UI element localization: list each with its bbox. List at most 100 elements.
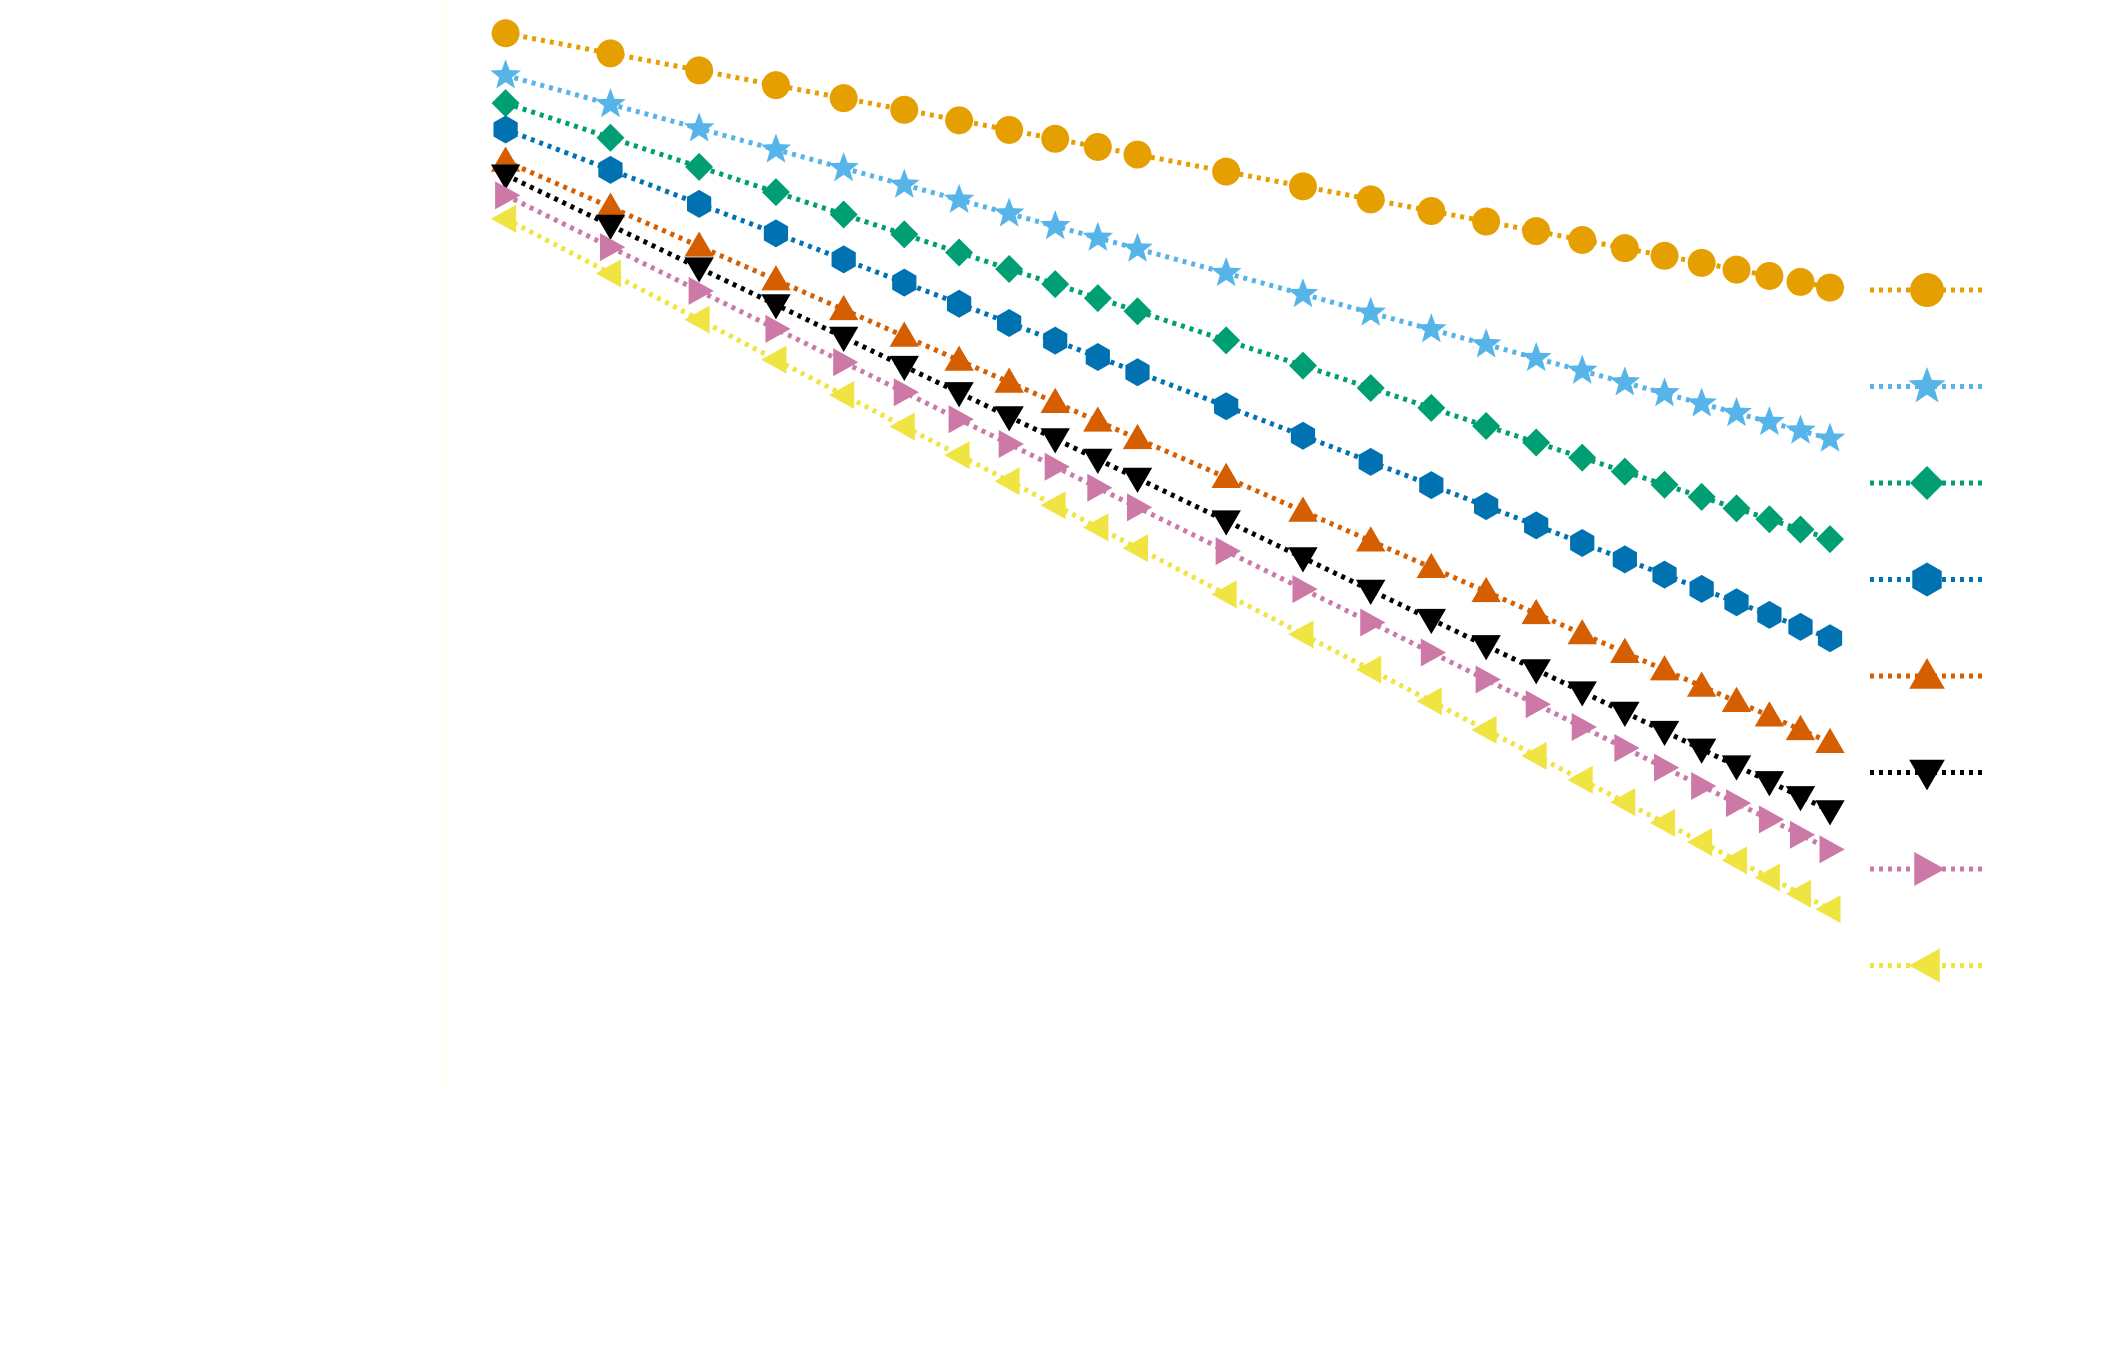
legend (1870, 273, 1985, 983)
series-8-point-14 (1356, 655, 1382, 684)
series-3-point-9 (1041, 270, 1070, 299)
series-1-point-10 (1083, 132, 1112, 161)
series-1-point-4 (761, 71, 790, 100)
series-5-point-19 (1610, 637, 1640, 663)
series-2-point-13 (1287, 278, 1319, 308)
series-2-point-15 (1416, 313, 1447, 343)
series-4-point-10 (1085, 342, 1110, 371)
series-6-point-2 (595, 214, 626, 240)
series-2-point-12 (1210, 257, 1242, 287)
series-4-point-18 (1570, 529, 1595, 558)
series-3-point-5 (829, 200, 858, 229)
series-7-point-2 (599, 233, 626, 262)
series-3-point-7 (945, 238, 974, 267)
series-4-point-11 (1125, 358, 1150, 387)
series-7-point-23 (1758, 805, 1785, 834)
series-4-point-20 (1652, 560, 1677, 589)
series-5-point-15 (1416, 552, 1447, 579)
series-3-diamond (491, 89, 1844, 554)
series-3-point-18 (1568, 443, 1597, 472)
series-1-point-5 (829, 84, 858, 113)
series-2-point-19 (1609, 366, 1641, 396)
series-6-point-3 (684, 257, 714, 283)
series-6-point-7 (944, 382, 974, 408)
series-6-point-4 (761, 294, 791, 320)
series-3-point-10 (1083, 284, 1112, 313)
series-3-point-23 (1755, 505, 1784, 534)
series-4-point-1 (493, 115, 518, 144)
series-8-point-11 (1122, 534, 1148, 563)
series-2-point-4 (760, 133, 792, 163)
legend-marker-8 (1909, 948, 1940, 983)
series-6-triangle-down (490, 164, 1845, 826)
series-4-point-23 (1757, 600, 1782, 629)
series-1-point-11 (1123, 140, 1152, 169)
series-1-point-8 (995, 115, 1024, 144)
series-1-point-6 (890, 95, 919, 124)
series-7-point-1 (495, 181, 521, 210)
series-4-hexagon (493, 115, 1843, 653)
series-7-point-24 (1789, 820, 1816, 849)
series-2-point-2 (595, 88, 626, 118)
series-8-point-2 (595, 259, 621, 288)
series-8-point-12 (1211, 580, 1237, 609)
series-5-point-11 (1122, 423, 1153, 450)
series-6-point-6 (889, 355, 919, 382)
series-3-point-1 (491, 89, 520, 118)
series-6-point-10 (1083, 448, 1113, 474)
series-5-point-10 (1083, 406, 1113, 432)
series-5-point-22 (1721, 686, 1752, 713)
series-7-point-9 (1044, 452, 1070, 481)
series-4-point-15 (1419, 471, 1444, 500)
series-5-triangle-up (490, 146, 1845, 754)
series-7-point-4 (765, 314, 791, 343)
series-3-point-16 (1472, 411, 1501, 440)
series-4-point-8 (997, 308, 1022, 337)
series-8-point-10 (1083, 513, 1109, 542)
series-2-star (490, 59, 1846, 452)
series-1-point-19 (1610, 234, 1639, 263)
series-1-circle (491, 19, 1844, 302)
series-4-point-12 (1214, 392, 1239, 421)
series-8-point-17 (1521, 741, 1547, 770)
series-8-point-5 (828, 380, 855, 409)
series-5-point-13 (1288, 496, 1318, 522)
series-2-point-17 (1520, 342, 1552, 372)
series-3-point-2 (596, 123, 625, 152)
series-4-point-14 (1358, 447, 1383, 476)
series-7-point-13 (1292, 575, 1318, 604)
legend-entry-8 (1870, 948, 1985, 983)
series-6-point-19 (1610, 701, 1640, 727)
series-3-point-4 (761, 178, 790, 207)
series-2-point-24 (1785, 414, 1816, 444)
series-5-point-16 (1471, 576, 1501, 603)
series-1-point-18 (1568, 226, 1597, 255)
series-5-point-24 (1785, 714, 1816, 741)
series-8-point-3 (684, 305, 710, 334)
series-3-point-11 (1123, 297, 1152, 326)
series-5-point-25 (1815, 727, 1845, 754)
series-2-point-20 (1649, 377, 1680, 407)
series-7-point-3 (688, 276, 714, 305)
series-8-point-15 (1416, 687, 1442, 716)
series-8-point-9 (1040, 491, 1066, 520)
series-3-point-22 (1722, 494, 1751, 523)
series-7-point-25 (1819, 835, 1845, 864)
series-6-point-8 (994, 406, 1024, 432)
series-2-point-21 (1686, 387, 1717, 417)
series-3-point-15 (1417, 393, 1446, 422)
series-7-point-18 (1571, 712, 1597, 741)
series-4-point-13 (1290, 421, 1316, 450)
series-2-point-16 (1470, 328, 1502, 358)
series-8-triangle-left (490, 204, 1841, 924)
series-6-point-16 (1471, 635, 1501, 661)
series-8-point-19 (1610, 788, 1636, 817)
series-7-point-12 (1215, 537, 1241, 566)
series-5-point-2 (595, 192, 626, 218)
legend-entry-1 (1870, 273, 1985, 307)
series-7-point-7 (948, 405, 974, 434)
series-2-point-25 (1814, 422, 1846, 452)
legend-entry-3 (1870, 466, 1985, 500)
series-5-point-8 (994, 367, 1024, 393)
